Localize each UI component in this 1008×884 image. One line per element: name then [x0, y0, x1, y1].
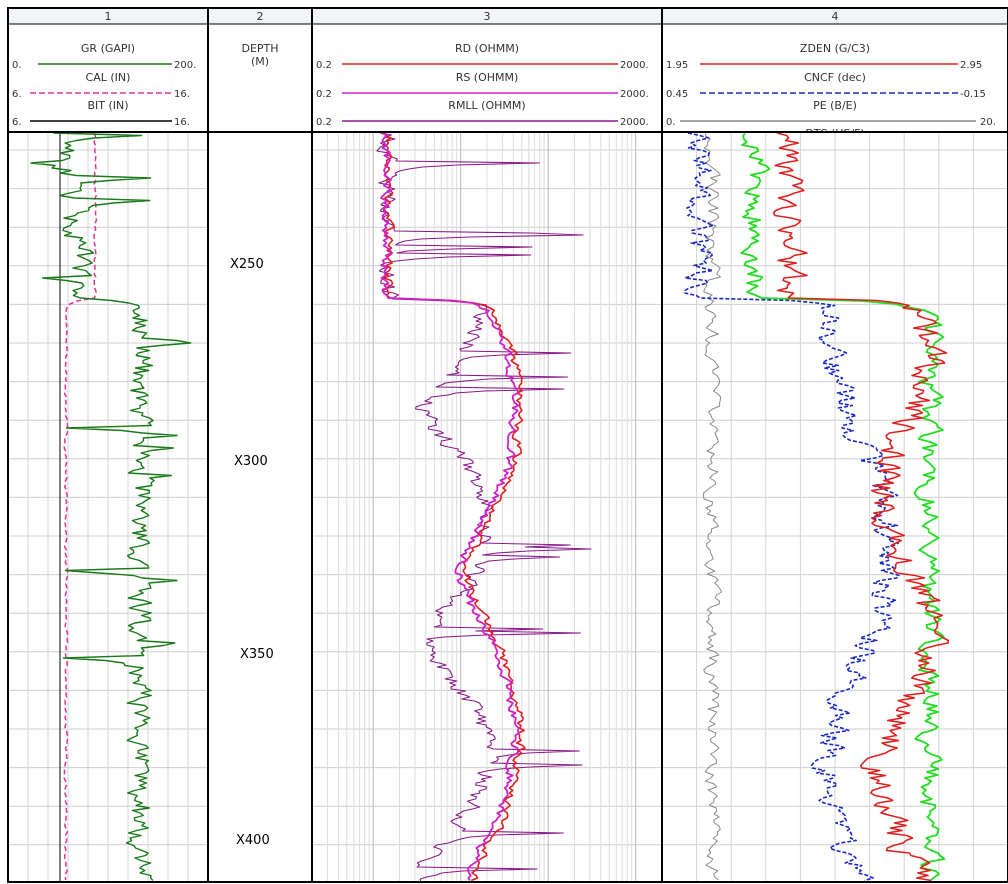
curve-cal — [63, 132, 98, 881]
curve-name-gr: GR (GAPI) — [81, 42, 135, 55]
depth-title: DEPTH — [241, 42, 278, 55]
scale-min-gr: 0. — [12, 60, 22, 71]
depth-label: X350 — [240, 647, 274, 662]
curve-name-cal: CAL (IN) — [86, 71, 131, 84]
curve-name-rd: RD (OHMM) — [455, 42, 519, 55]
curve-layer — [30, 132, 950, 882]
scale-min-rd: 0.2 — [316, 60, 332, 71]
curve-rs — [380, 132, 520, 881]
scale-max-gr: 200. — [174, 60, 196, 71]
curve-rmll — [376, 132, 592, 882]
curve-name-rmll: RMLL (OHMM) — [448, 99, 525, 112]
scale-min-rmll: 0.2 — [316, 117, 332, 128]
curve-pe — [702, 132, 723, 881]
scale-max-rd: 2000. — [620, 60, 649, 71]
scale-min-bit: 6. — [12, 117, 22, 128]
scale-min-pe: 0. — [666, 117, 676, 128]
curve-name-zden: ZDEN (G/C3) — [800, 42, 870, 55]
depth-label: X250 — [230, 257, 264, 272]
track-number: 1 — [105, 10, 112, 23]
scale-min-cncf: 0.45 — [666, 89, 688, 100]
track-number: 3 — [484, 10, 491, 23]
curve-dtc — [740, 132, 946, 881]
track-number-cell — [312, 8, 662, 24]
curve-zden — [772, 132, 950, 882]
curve-gr — [30, 132, 192, 881]
scale-max-zden: 2.95 — [960, 60, 982, 71]
scale-max-rs: 2000. — [620, 89, 649, 100]
scale-max-cal: 16. — [174, 89, 190, 100]
scale-max-bit: 16. — [174, 117, 190, 128]
track-number: 4 — [832, 10, 839, 23]
scale-min-zden: 1.95 — [666, 60, 688, 71]
depth-label: X400 — [236, 833, 270, 848]
curve-name-dtc: DTC (US/F) — [805, 127, 864, 140]
track-number-cell — [662, 8, 1008, 24]
frame-layer — [7, 7, 1008, 883]
scale-min-cal: 6. — [12, 89, 22, 100]
scale-max-cncf: -0.15 — [960, 89, 986, 100]
scale-max-pe: 20. — [980, 117, 996, 128]
track-number-cell — [8, 8, 208, 24]
curve-name-cncf: CNCF (dec) — [804, 71, 866, 84]
scale-min-rs: 0.2 — [316, 89, 332, 100]
curve-name-rs: RS (OHMM) — [456, 71, 519, 84]
depth-label: X300 — [234, 454, 268, 469]
track-number: 2 — [257, 10, 264, 23]
outer-frame — [7, 7, 1008, 883]
curve-cncf — [684, 132, 900, 882]
curve-name-pe: PE (B/E) — [813, 99, 857, 112]
track-number-cell — [208, 8, 312, 24]
header-layer: 1 2 3 4 DEPTH(M) GR (GAPI) 0. 200. CAL (IN) 6. 16.… — [8, 8, 1008, 140]
scale-max-rmll: 2000. — [620, 117, 649, 128]
grid-layer: X250 X300 X350 X400 — [8, 133, 1008, 882]
depth-unit: (M) — [251, 55, 269, 68]
curve-name-bit: BIT (IN) — [87, 99, 128, 112]
